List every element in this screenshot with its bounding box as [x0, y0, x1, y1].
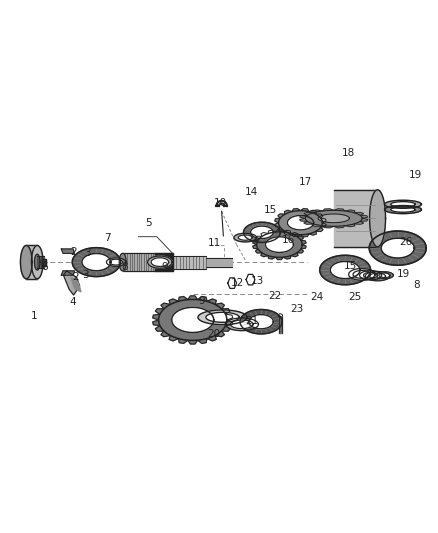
Polygon shape	[198, 310, 247, 325]
Text: 15: 15	[264, 205, 277, 215]
Text: 6: 6	[41, 262, 48, 271]
Polygon shape	[300, 209, 368, 228]
Polygon shape	[151, 258, 169, 266]
Text: 10: 10	[214, 198, 227, 208]
Polygon shape	[240, 310, 282, 334]
Polygon shape	[275, 208, 326, 237]
Polygon shape	[318, 214, 350, 223]
Polygon shape	[320, 255, 371, 285]
Text: 16: 16	[282, 235, 295, 245]
Text: 25: 25	[348, 292, 361, 302]
Polygon shape	[376, 272, 393, 279]
Polygon shape	[251, 226, 273, 239]
Polygon shape	[82, 254, 111, 271]
Text: 2: 2	[72, 272, 79, 282]
Text: 13: 13	[251, 276, 264, 286]
Text: 8: 8	[413, 280, 420, 290]
Text: 12: 12	[231, 278, 244, 288]
Text: 5: 5	[145, 217, 152, 228]
Polygon shape	[110, 259, 123, 265]
Text: 2: 2	[70, 247, 77, 256]
Polygon shape	[385, 206, 421, 214]
Polygon shape	[257, 232, 302, 257]
Polygon shape	[370, 273, 385, 279]
Polygon shape	[206, 258, 232, 266]
Polygon shape	[385, 200, 421, 208]
Polygon shape	[349, 269, 375, 280]
Text: 15: 15	[344, 261, 357, 271]
Text: 21: 21	[245, 316, 258, 326]
Polygon shape	[364, 272, 378, 278]
Polygon shape	[238, 235, 252, 240]
Polygon shape	[159, 300, 227, 341]
Text: 7: 7	[104, 232, 111, 243]
Text: 19: 19	[397, 269, 410, 279]
Polygon shape	[37, 256, 44, 268]
Polygon shape	[21, 246, 32, 279]
Polygon shape	[230, 320, 253, 329]
Text: 1: 1	[30, 311, 37, 320]
Polygon shape	[265, 237, 293, 253]
Polygon shape	[253, 230, 306, 260]
Polygon shape	[42, 259, 46, 265]
Text: 3: 3	[84, 248, 91, 259]
Polygon shape	[32, 246, 43, 279]
Polygon shape	[279, 317, 282, 333]
Polygon shape	[64, 271, 80, 295]
Text: 18: 18	[342, 148, 355, 158]
Polygon shape	[106, 258, 126, 266]
Polygon shape	[391, 207, 415, 212]
Polygon shape	[71, 278, 81, 292]
Polygon shape	[153, 296, 233, 344]
Polygon shape	[330, 261, 360, 279]
Text: 3: 3	[82, 270, 89, 280]
Polygon shape	[26, 246, 37, 279]
Polygon shape	[234, 233, 257, 242]
Polygon shape	[173, 255, 206, 269]
Polygon shape	[148, 256, 172, 268]
Polygon shape	[155, 253, 173, 271]
Polygon shape	[244, 222, 280, 243]
Polygon shape	[225, 318, 258, 330]
Polygon shape	[369, 231, 426, 265]
Polygon shape	[249, 314, 273, 329]
Polygon shape	[305, 211, 362, 227]
Polygon shape	[35, 254, 40, 270]
Polygon shape	[381, 238, 414, 258]
Polygon shape	[72, 248, 120, 277]
Polygon shape	[287, 215, 314, 230]
Polygon shape	[353, 270, 371, 278]
Text: 22: 22	[268, 291, 282, 301]
Polygon shape	[206, 312, 239, 322]
Text: 19: 19	[409, 171, 422, 180]
Text: 26: 26	[399, 237, 412, 247]
Polygon shape	[172, 308, 214, 333]
Polygon shape	[391, 201, 415, 207]
Polygon shape	[123, 253, 155, 271]
Polygon shape	[365, 271, 390, 281]
Polygon shape	[370, 190, 385, 247]
Text: 24: 24	[311, 292, 324, 302]
Polygon shape	[61, 271, 74, 275]
Text: 23: 23	[290, 304, 304, 314]
Polygon shape	[379, 273, 390, 278]
Polygon shape	[119, 253, 126, 271]
Text: 20: 20	[207, 329, 220, 339]
Text: 11: 11	[208, 238, 221, 248]
Polygon shape	[279, 211, 322, 235]
Text: 8: 8	[121, 262, 128, 272]
Text: 9: 9	[161, 262, 168, 271]
Polygon shape	[61, 249, 74, 253]
Polygon shape	[360, 271, 381, 280]
Polygon shape	[334, 190, 378, 247]
Text: 9: 9	[198, 296, 205, 305]
Text: 4: 4	[70, 296, 77, 306]
Text: 14: 14	[245, 187, 258, 197]
Text: 17: 17	[299, 177, 312, 188]
